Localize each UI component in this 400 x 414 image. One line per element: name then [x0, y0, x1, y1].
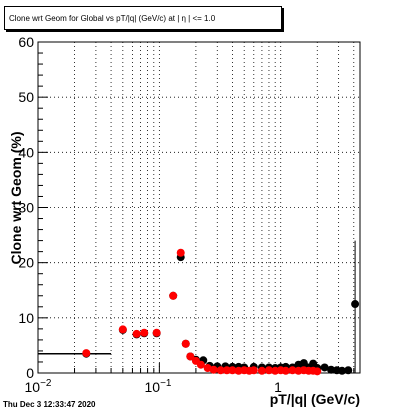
data-point [249, 366, 258, 375]
data-series [38, 240, 360, 376]
data-point [264, 366, 273, 375]
data-point [118, 325, 127, 334]
data-point [327, 365, 336, 374]
data-point [181, 339, 190, 348]
date-stamp: Thu Dec 3 12:33:47 2020 [3, 400, 96, 409]
data-point [140, 328, 149, 337]
chart-title: Clone wrt Geom for Global vs pT/|q| (GeV… [9, 13, 216, 23]
x-tick-label-1e-1: 10−1 [145, 378, 172, 395]
data-point [132, 329, 141, 338]
y-tick-label: 40 [18, 144, 34, 160]
y-tick-label: 60 [18, 34, 34, 50]
data-point [281, 366, 290, 375]
y-tick-label: 30 [18, 200, 34, 216]
y-tick-label: 50 [18, 89, 34, 105]
data-point [152, 328, 161, 337]
data-point [216, 366, 225, 375]
chart-title-box: Clone wrt Geom for Global vs pT/|q| (GeV… [4, 6, 282, 30]
data-point [320, 363, 329, 372]
data-point [257, 366, 266, 375]
y-tick-label: 0 [26, 365, 34, 381]
y-tick-label: 20 [18, 255, 34, 271]
x-axis-label: pT/|q| (GeV/c) [270, 391, 360, 407]
data-point [186, 352, 195, 361]
grid-lines [38, 42, 360, 373]
data-point [344, 366, 353, 375]
data-point [82, 349, 91, 358]
data-point [209, 365, 218, 374]
x-tick-label-1: 1 [274, 379, 282, 395]
y-tick-label: 10 [18, 310, 34, 326]
series-2 [82, 248, 322, 376]
data-point [228, 366, 237, 375]
data-point [196, 360, 205, 369]
data-point [351, 300, 360, 309]
data-point [222, 366, 231, 375]
data-point [288, 366, 297, 375]
data-point [313, 367, 322, 376]
data-point [176, 248, 185, 257]
data-point [338, 366, 347, 375]
y-axis-label: Clone wrt Geom (%) [8, 131, 24, 264]
data-point [169, 291, 178, 300]
